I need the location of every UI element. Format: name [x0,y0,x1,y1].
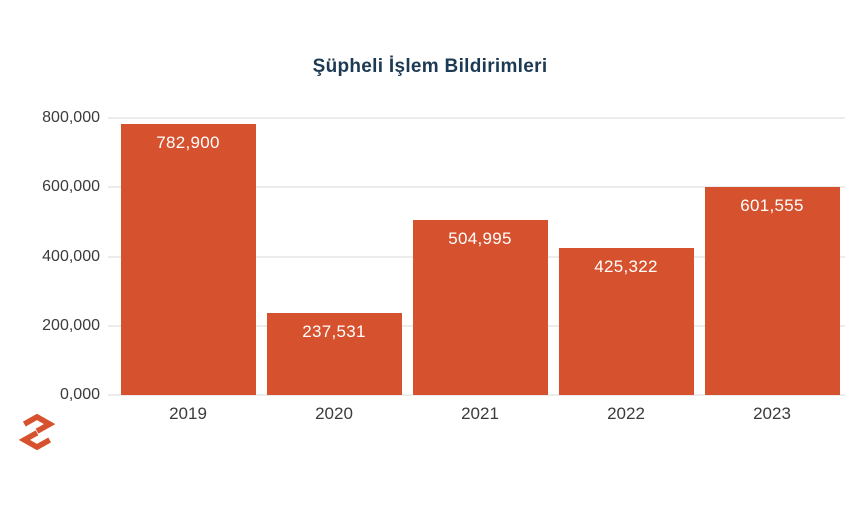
bar-2023: 601,555 [704,186,840,395]
y-axis-tick-label: 0,000 [59,386,100,403]
s-monogram-icon [18,413,56,451]
bar-2022: 425,322 [558,247,694,395]
y-axis-tick-label: 800,000 [42,109,100,126]
x-axis-tick-label: 2021 [461,404,499,423]
chart-title: Şüpheli İşlem Bildirimleri [312,56,548,77]
bar-value-label: 237,531 [302,321,366,341]
bar-value-label: 782,900 [156,132,220,152]
y-axis-tick-label: 200,000 [42,316,100,334]
bar-2019: 782,900 [120,123,256,395]
gridline [108,186,845,189]
bar-2020: 237,531 [266,312,402,395]
plot-area: 800,000 600,000 400,000 200,000 0,000 782,900… [42,109,845,423]
gridline [108,117,845,119]
bar-2021: 504,995 [412,220,548,395]
brand-logo [18,409,56,455]
x-axis-tick-label: 2022 [607,404,645,423]
bar-value-label: 504,995 [448,229,512,249]
bar-value-label: 601,555 [740,195,804,215]
x-axis-tick-label: 2023 [753,404,791,423]
x-axis-tick-label: 2019 [169,404,207,423]
bar-value-label: 425,322 [594,256,658,276]
gridline [108,394,845,396]
y-axis-tick-label: 400,000 [42,247,100,265]
x-axis-tick-label: 2020 [315,404,353,423]
y-axis-tick-label: 600,000 [42,178,100,196]
